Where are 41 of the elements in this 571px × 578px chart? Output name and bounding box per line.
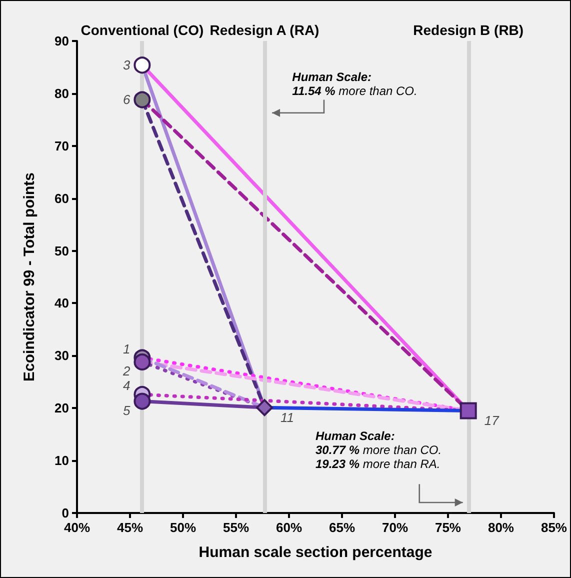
y-tick-label: 20 (54, 400, 69, 416)
x-tick-label: 65% (328, 520, 356, 535)
x-tick-label: 40% (64, 520, 90, 535)
x-tick-label: 80% (488, 520, 514, 535)
annotation: Human Scale: 11.54 % more than CO. (292, 70, 418, 98)
point (460, 402, 477, 420)
point (134, 392, 151, 410)
annotation: 11 (280, 410, 294, 426)
x-axis-title: Human scale section percentage (198, 544, 432, 561)
y-tick-label: 70 (54, 138, 69, 154)
y-tick-label: 10 (54, 453, 69, 468)
y-tick-label: 30 (54, 348, 69, 364)
point (134, 353, 151, 370)
point (134, 56, 151, 74)
annotation: 17 (484, 413, 500, 428)
annotation: Human Scale: 30.77 % more than CO. 19.23 % more than RA. (315, 429, 442, 472)
x-tick-label: 55% (222, 520, 250, 535)
x-tick-label: 50% (170, 520, 196, 535)
annotation: 6 (122, 92, 131, 108)
x-tick-label: 75% (434, 520, 462, 535)
ref-line-label: Conventional (CO) (80, 22, 204, 38)
annotation: 5 (122, 402, 131, 418)
annotation: 3 (122, 58, 131, 73)
y-tick-label: 50 (54, 243, 69, 258)
x-tick-label: 60% (276, 520, 302, 535)
annotation: 2 (122, 363, 131, 378)
annotation: 1 (122, 341, 130, 356)
x-tick-label: 45% (116, 520, 144, 535)
y-tick-label: 80 (54, 86, 69, 101)
y-axis-title: Ecoindicator 99 - Total points (21, 172, 38, 382)
y-tick-label: 40 (54, 296, 69, 311)
y-tick-label: 60 (54, 190, 69, 206)
y-tick-label: 0 (62, 506, 69, 520)
point (256, 399, 274, 416)
y-tick-label: 90 (54, 34, 69, 48)
ref-line-label: Redesign B (RB) (413, 22, 524, 38)
x-tick-label: 85% (540, 520, 568, 535)
x-tick-label: 70% (382, 520, 408, 535)
annotation: 4 (122, 378, 130, 393)
ref-line-label: Redesign A (RA) (210, 22, 320, 38)
point (134, 91, 151, 108)
